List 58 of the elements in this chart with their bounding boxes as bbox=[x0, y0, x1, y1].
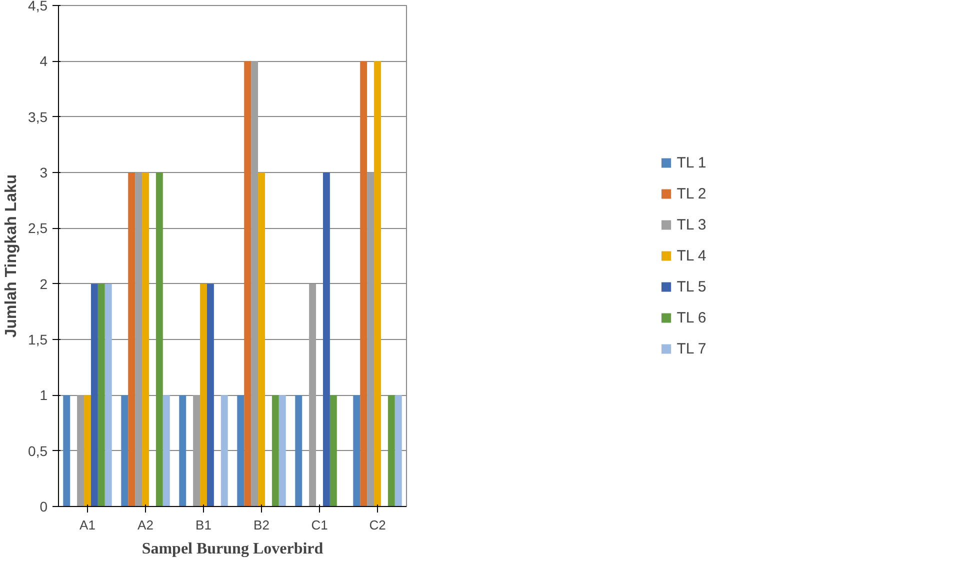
x-tick-label: A1 bbox=[80, 518, 96, 532]
bar bbox=[272, 395, 279, 506]
x-tick-label: C1 bbox=[311, 518, 328, 532]
bar bbox=[193, 395, 200, 506]
y-tick-label: 3,5 bbox=[28, 108, 48, 125]
bar bbox=[90, 284, 98, 506]
x-tick-label: C2 bbox=[369, 518, 386, 532]
y-tick-label: 0,5 bbox=[28, 442, 48, 459]
bar bbox=[220, 395, 228, 506]
y-tick-label: 4,5 bbox=[28, 0, 48, 14]
y-axis-title: Jumlah Tingkah Laku bbox=[3, 174, 20, 338]
bar bbox=[206, 284, 214, 506]
legend-label: TL 3 bbox=[676, 216, 706, 233]
x-axis-title: Sampel Burung Loverbird bbox=[142, 540, 324, 558]
bar bbox=[258, 172, 265, 506]
x-tick-label: B1 bbox=[196, 518, 212, 532]
legend-label: TL 4 bbox=[676, 247, 706, 264]
bar bbox=[128, 172, 136, 506]
legend-label: TL 2 bbox=[676, 185, 706, 202]
bar bbox=[63, 395, 70, 506]
bar bbox=[309, 284, 316, 506]
bar bbox=[237, 395, 244, 506]
bar bbox=[179, 395, 186, 506]
bar bbox=[135, 172, 142, 506]
bar bbox=[278, 395, 286, 506]
y-tick-label: 2,5 bbox=[28, 220, 48, 236]
bar bbox=[162, 395, 170, 506]
x-tick-label: B2 bbox=[254, 518, 270, 532]
bar bbox=[121, 395, 128, 506]
bar bbox=[388, 395, 395, 506]
bar bbox=[330, 395, 337, 506]
legend-label: TL 7 bbox=[676, 340, 706, 357]
bar bbox=[98, 284, 105, 506]
y-tick-label: 4 bbox=[40, 53, 48, 70]
bar bbox=[322, 172, 330, 506]
legend-label: TL 5 bbox=[676, 278, 706, 295]
y-tick-label: 1,5 bbox=[28, 332, 48, 348]
bar bbox=[367, 172, 374, 506]
y-tick-label: 3 bbox=[40, 164, 48, 180]
legend-label: TL 1 bbox=[676, 154, 706, 171]
bar bbox=[156, 172, 163, 506]
bar bbox=[251, 61, 258, 506]
bar bbox=[353, 395, 360, 506]
y-tick-label: 1 bbox=[40, 387, 48, 404]
bar bbox=[360, 61, 368, 506]
bar bbox=[244, 61, 252, 506]
bar bbox=[200, 284, 207, 506]
y-tick-label: 2 bbox=[40, 276, 48, 292]
bar bbox=[374, 61, 381, 506]
x-tick-label: A2 bbox=[138, 518, 154, 532]
bar bbox=[77, 395, 84, 506]
bar bbox=[394, 395, 402, 506]
bar bbox=[84, 395, 91, 506]
bar bbox=[295, 395, 302, 506]
y-tick-label: 0 bbox=[40, 498, 48, 514]
bar bbox=[104, 284, 112, 506]
legend-label: TL 6 bbox=[676, 309, 706, 326]
bar bbox=[142, 172, 149, 506]
